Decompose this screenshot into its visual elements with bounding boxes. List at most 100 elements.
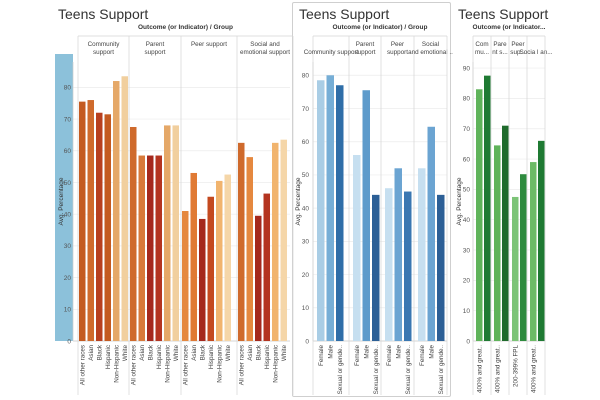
group-label: Community support <box>304 49 359 56</box>
y-tick-label: 0 <box>466 338 470 345</box>
x-tick-label: Female <box>318 345 325 366</box>
middle-panel-title: Teens Support <box>299 6 390 22</box>
bar <box>147 155 154 341</box>
x-tick-label: Asian <box>247 345 254 361</box>
bar <box>96 112 103 342</box>
x-tick-label: Hispanic <box>156 345 163 369</box>
y-tick-label: 30 <box>463 247 471 254</box>
group-label: Parent <box>356 41 375 48</box>
bar <box>372 194 380 341</box>
x-tick-label: Hispanic <box>264 345 271 369</box>
y-tick-label: 80 <box>463 96 471 103</box>
bar <box>182 211 189 341</box>
x-tick-label: All other races <box>79 345 86 385</box>
bar <box>520 174 527 341</box>
bar <box>138 155 145 341</box>
x-tick-label: Black <box>199 344 206 360</box>
bar <box>385 188 393 341</box>
group-label: Community <box>88 41 121 48</box>
bar <box>404 191 412 341</box>
x-tick-label: Male <box>363 345 370 359</box>
x-tick-label: Female <box>386 345 393 366</box>
bar <box>427 126 435 342</box>
x-tick-label: Non-Hispanic <box>272 345 279 383</box>
x-tick-label: 400% and great.. <box>494 345 501 393</box>
bar <box>224 174 231 341</box>
bar <box>502 125 509 341</box>
x-tick-label: White <box>122 345 129 362</box>
x-tick-label: Asian <box>139 345 146 361</box>
y-tick-label: 90 <box>463 65 471 72</box>
x-tick-label: Non-Hispanic <box>113 345 120 383</box>
y-tick-label: 40 <box>64 211 72 218</box>
bar <box>353 155 361 341</box>
x-tick-label: Sexual or gende.. <box>405 345 412 395</box>
x-tick-label: Asian <box>191 345 198 361</box>
bar <box>190 172 197 341</box>
y-tick-label: 30 <box>302 239 310 246</box>
group-label: support <box>93 49 114 56</box>
group-label: mu... <box>475 49 489 56</box>
group-label: Pare <box>493 41 507 48</box>
x-tick-label: Sexual or gende.. <box>438 345 445 395</box>
y-axis-label: Avg. Percentage <box>456 177 463 225</box>
x-header-label: Outcome (or Indicator) / Group <box>138 24 233 31</box>
bar <box>79 101 86 342</box>
y-tick-label: 60 <box>64 148 72 155</box>
x-tick-label: Hispanic <box>105 345 112 369</box>
y-tick-label: 70 <box>302 106 310 113</box>
bar <box>326 75 334 342</box>
group-label: support <box>354 49 375 56</box>
x-tick-label: Male <box>428 345 435 359</box>
x-tick-label: All other races <box>130 345 137 385</box>
y-tick-label: 40 <box>463 217 471 224</box>
y-tick-label: 80 <box>64 85 72 92</box>
y-tick-label: 50 <box>302 172 310 179</box>
bar <box>512 196 519 341</box>
y-axis-label: Avg. Percentage <box>58 177 65 225</box>
y-tick-label: 30 <box>64 243 72 250</box>
group-label: sup... <box>510 49 526 56</box>
group-label: Peer <box>511 41 524 48</box>
bar <box>238 142 245 341</box>
bar <box>494 145 501 341</box>
bar <box>362 90 370 341</box>
x-tick-label: Non-Hispanic <box>164 345 171 383</box>
bar <box>246 157 253 341</box>
x-tick-label: Hispanic <box>208 345 215 369</box>
x-tick-label: All other races <box>238 345 245 385</box>
x-tick-label: Black <box>147 344 154 360</box>
bar <box>207 196 214 341</box>
group-label: Peer support <box>191 41 227 48</box>
bar <box>121 76 128 342</box>
group-label: Peer <box>391 41 404 48</box>
bar <box>172 125 179 341</box>
group-label: Socia l an... <box>520 49 553 56</box>
bar <box>155 155 162 341</box>
y-tick-label: 80 <box>302 73 310 80</box>
group-label: nt s... <box>492 49 508 56</box>
group-label: support <box>144 49 165 56</box>
x-header-label: Outcome (or Indicator) / Group <box>333 24 428 31</box>
y-tick-label: 0 <box>67 338 71 345</box>
x-tick-label: Sexual or gende.. <box>337 345 344 395</box>
y-axis-label: Avg. Percentage <box>295 177 302 225</box>
bar <box>104 114 111 341</box>
x-tick-label: Female <box>419 345 426 366</box>
x-tick-label: Sexual or gende.. <box>373 345 380 395</box>
y-tick-label: 70 <box>64 116 72 123</box>
bar <box>199 218 206 341</box>
bar <box>216 180 223 341</box>
bar <box>538 140 545 341</box>
x-tick-label: 400% and great.. <box>476 345 483 393</box>
y-tick-label: 60 <box>463 156 471 163</box>
x-tick-label: Black <box>255 344 262 360</box>
y-tick-label: 50 <box>64 180 72 187</box>
y-tick-label: 70 <box>463 126 471 133</box>
bar <box>280 139 287 341</box>
y-tick-label: 10 <box>463 308 471 315</box>
group-label: emotional support <box>240 49 290 56</box>
y-tick-label: 10 <box>302 305 310 312</box>
y-tick-label: 20 <box>463 278 471 285</box>
